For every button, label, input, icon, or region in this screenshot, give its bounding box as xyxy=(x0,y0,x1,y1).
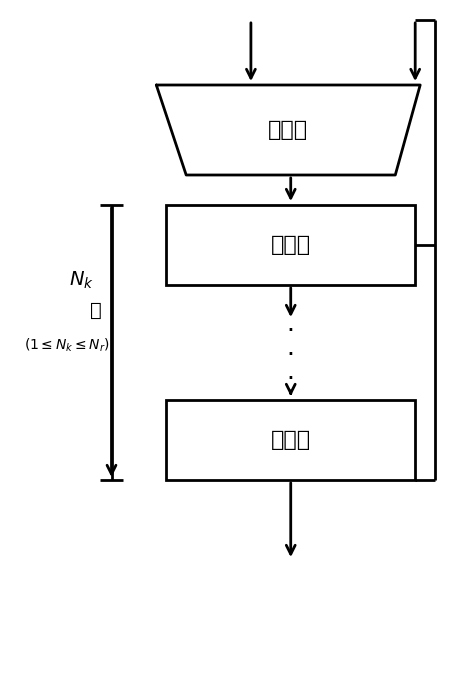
FancyBboxPatch shape xyxy=(166,400,415,480)
Text: 轮: 轮 xyxy=(90,300,101,319)
Text: $N_k$: $N_k$ xyxy=(69,269,94,291)
Text: 轮变换: 轮变换 xyxy=(271,235,311,255)
Text: ·
·
·: · · · xyxy=(287,319,295,391)
Text: 选择器: 选择器 xyxy=(268,120,308,140)
FancyBboxPatch shape xyxy=(166,205,415,285)
Text: $(1{\leq}N_k{\leq}N_r)$: $(1{\leq}N_k{\leq}N_r)$ xyxy=(24,337,110,354)
Text: 轮变换: 轮变换 xyxy=(271,430,311,450)
